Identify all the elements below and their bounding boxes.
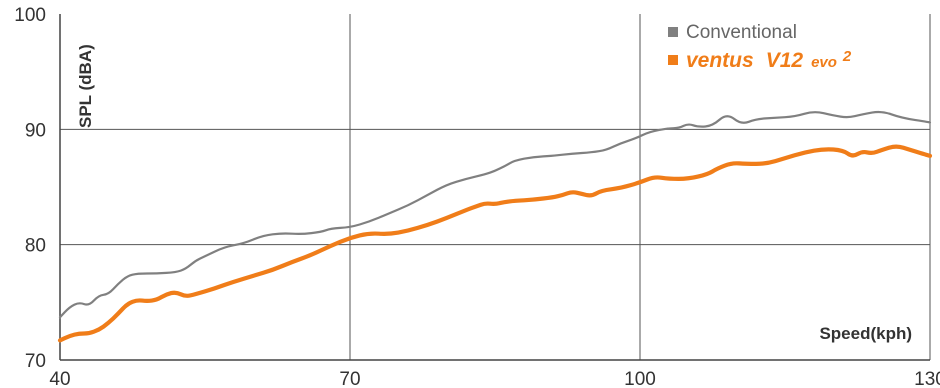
tick-labels: 4070100130708090100 [14,5,940,388]
legend-swatch-ventus [668,55,678,65]
y-tick-label-80: 80 [25,236,46,257]
y-tick-label-100: 100 [14,5,46,26]
x-axis-title: Speed(kph) [819,324,912,343]
legend-label-ventus: ventus V12 evo 2 [686,48,852,72]
x-tick-label-40: 40 [49,369,70,388]
series-line-conventional [58,110,932,319]
x-tick-label-70: 70 [339,369,360,388]
legend-brand-sup: 2 [842,48,852,65]
legend-label-conventional: Conventional [686,22,797,43]
legend: Conventional ventus V12 evo 2 [668,22,852,72]
y-axis-title: SPL (dBA) [76,44,95,128]
series-line-ventus [57,144,933,343]
x-tick-label-100: 100 [624,369,656,388]
y-tick-label-70: 70 [25,351,46,372]
legend-brand-word-ventus: ventus [686,49,754,72]
x-tick-label-130: 130 [914,369,940,388]
axes [59,14,930,361]
grid-lines [60,14,931,360]
y-tick-label-90: 90 [25,120,46,141]
series-lines [57,110,933,343]
legend-brand-word-v12: V12 [766,49,804,72]
legend-swatch-conventional [668,27,678,37]
legend-brand-word-evo: evo [811,54,837,71]
